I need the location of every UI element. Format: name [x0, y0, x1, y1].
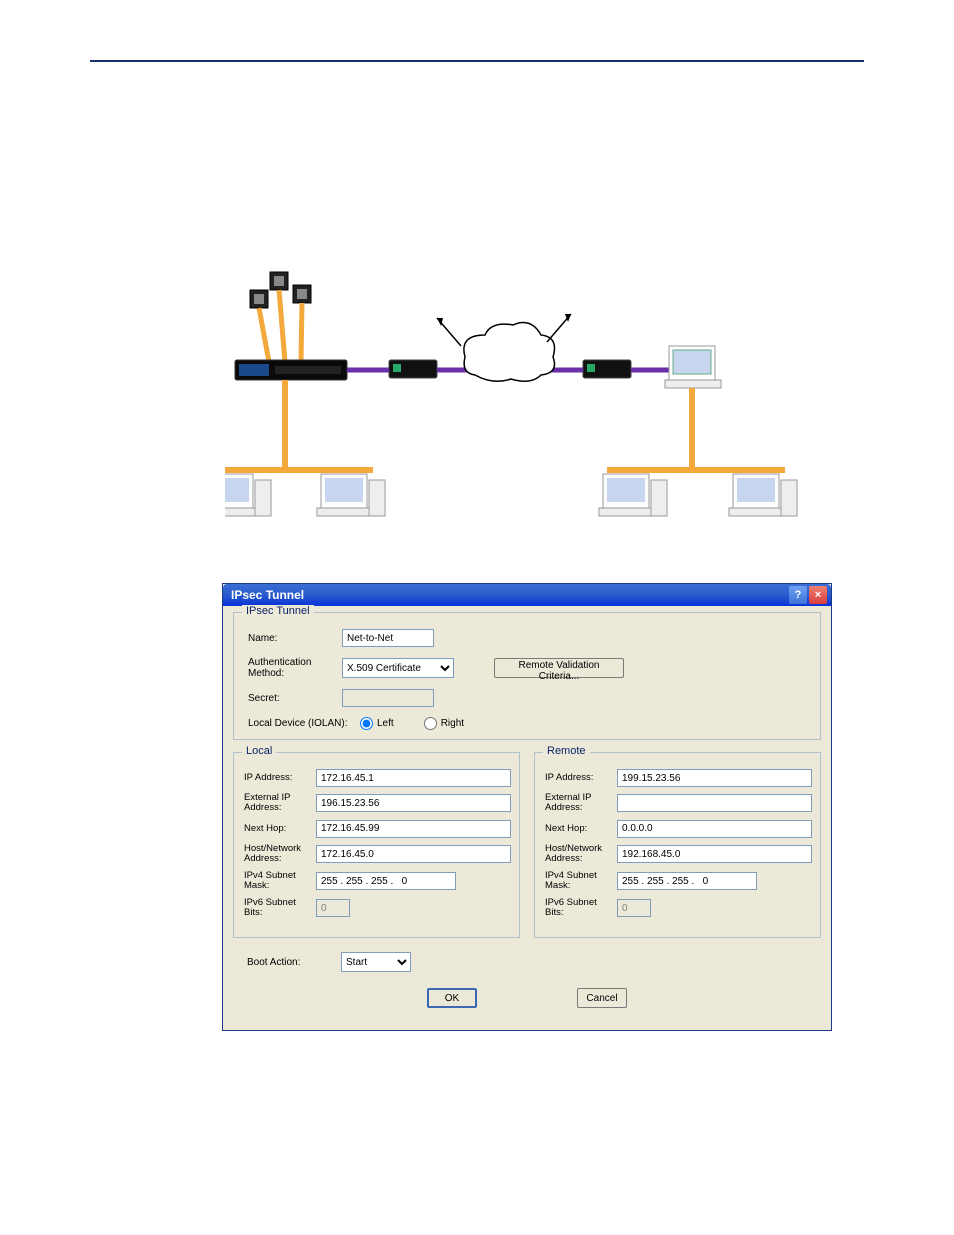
auth-method-label: Authentication Method:: [248, 657, 342, 679]
local-hostnet-field[interactable]: [316, 845, 511, 863]
help-icon[interactable]: ?: [789, 586, 807, 604]
remote-nexthop-field[interactable]: [617, 820, 812, 838]
remote-nexthop-label: Next Hop:: [545, 824, 617, 834]
ipsec-tunnel-dialog: IPsec Tunnel ? × IPsec Tunnel Name: Auth…: [222, 583, 832, 1031]
local-ext-label: External IP Address:: [244, 793, 316, 814]
remote-bits-label: IPv6 Subnet Bits:: [545, 898, 617, 919]
remote-hostnet-field[interactable]: [617, 845, 812, 863]
auth-method-select[interactable]: X.509 Certificate: [342, 658, 454, 678]
remote-legend: Remote: [543, 745, 590, 757]
local-bits-label: IPv6 Subnet Bits:: [244, 898, 316, 919]
secret-field: [342, 689, 434, 707]
name-label: Name:: [248, 633, 342, 644]
network-diagram: [225, 260, 825, 550]
remote-ip-label: IP Address:: [545, 773, 617, 783]
group-legend: IPsec Tunnel: [242, 605, 314, 617]
name-field[interactable]: [342, 629, 434, 647]
remote-mask-label: IPv4 Subnet Mask:: [545, 871, 617, 892]
radio-left[interactable]: Left: [360, 717, 394, 730]
radio-right-input[interactable]: [424, 717, 437, 730]
remote-ext-field[interactable]: [617, 794, 812, 812]
close-icon[interactable]: ×: [809, 586, 827, 604]
remote-mask-field[interactable]: [617, 872, 757, 890]
local-mask-field[interactable]: [316, 872, 456, 890]
local-nexthop-label: Next Hop:: [244, 824, 316, 834]
local-hostnet-label: Host/Network Address:: [244, 844, 316, 865]
ok-button[interactable]: OK: [427, 988, 477, 1008]
remote-bits-field: [617, 899, 651, 917]
ipsec-tunnel-group: IPsec Tunnel Name: Authentication Method…: [233, 612, 821, 740]
page-separator: [90, 60, 864, 62]
local-bits-field: [316, 899, 350, 917]
remote-ext-label: External IP Address:: [545, 793, 617, 814]
remote-validation-button[interactable]: Remote Validation Criteria...: [494, 658, 624, 678]
radio-right[interactable]: Right: [424, 717, 464, 730]
local-device-label: Local Device (IOLAN):: [248, 718, 354, 729]
radio-left-input[interactable]: [360, 717, 373, 730]
local-legend: Local: [242, 745, 276, 757]
local-ip-field[interactable]: [316, 769, 511, 787]
secret-label: Secret:: [248, 693, 342, 704]
remote-hostnet-label: Host/Network Address:: [545, 844, 617, 865]
local-group: Local IP Address: External IP Address: N…: [233, 752, 520, 938]
remote-group: Remote IP Address: External IP Address: …: [534, 752, 821, 938]
cancel-button[interactable]: Cancel: [577, 988, 627, 1008]
titlebar[interactable]: IPsec Tunnel ? ×: [223, 584, 831, 606]
local-mask-label: IPv4 Subnet Mask:: [244, 871, 316, 892]
remote-ip-field[interactable]: [617, 769, 812, 787]
boot-action-label: Boot Action:: [247, 957, 341, 968]
local-nexthop-field[interactable]: [316, 820, 511, 838]
boot-action-select[interactable]: Start: [341, 952, 411, 972]
local-ext-field[interactable]: [316, 794, 511, 812]
dialog-title: IPsec Tunnel: [231, 588, 304, 602]
local-ip-label: IP Address:: [244, 773, 316, 783]
